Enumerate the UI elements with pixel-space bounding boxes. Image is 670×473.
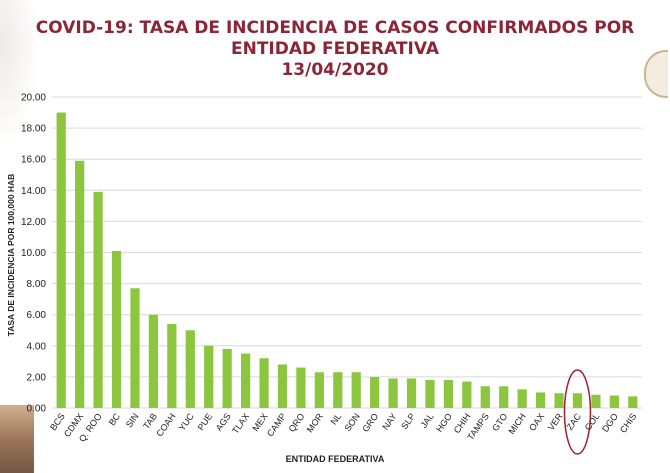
bar-hgo: [443, 380, 454, 408]
bar-chih: [462, 381, 472, 408]
bar-mich: [517, 389, 527, 408]
bar-sin: [130, 288, 140, 408]
x-tick-label: MICH: [506, 411, 527, 436]
x-tick-label: HGO: [434, 411, 454, 434]
bar-pue: [204, 345, 214, 408]
y-tick-label: 14.00: [21, 186, 46, 197]
x-tick-label: DGO: [600, 411, 620, 434]
y-tick-label: 2.00: [27, 372, 47, 383]
title-line-2: ENTIDAD FEDERATIVA: [230, 39, 440, 59]
bar-bc: [111, 250, 122, 408]
y-tick-label: 20.00: [21, 93, 46, 104]
title-line-1: COVID-19: TASA DE INCIDENCIA DE CASOS CO…: [35, 18, 635, 38]
bars: [56, 112, 638, 409]
y-tick-label: 16.00: [21, 155, 46, 166]
x-tick-label: QRO: [287, 411, 307, 434]
x-tick-label: SLP: [399, 411, 417, 431]
x-tick-label: JAL: [419, 411, 436, 429]
chart-title: COVID-19: TASA DE INCIDENCIA DE CASOS CO…: [0, 18, 670, 81]
bar-ags: [222, 348, 232, 408]
background-decoration: [0, 0, 40, 150]
bar-gto: [499, 386, 509, 408]
y-axis-label: TASA DE INCIDENCIA POR 100,000 HAB: [6, 174, 16, 337]
x-axis-label: ENTIDAD FEDERATIVA: [286, 454, 385, 464]
bar-qro: [296, 367, 306, 408]
x-tick-label: COL: [583, 411, 602, 432]
y-tick-label: 4.00: [27, 341, 47, 352]
bar-zac: [572, 393, 583, 408]
x-tick-label: NL: [329, 411, 344, 426]
bar-coah: [167, 324, 177, 408]
bar-bcs: [56, 112, 66, 409]
x-tick-label: SIN: [124, 411, 141, 429]
y-tick-label: 12.00: [21, 217, 46, 228]
bar-col: [591, 394, 601, 408]
bar-jal: [425, 380, 435, 408]
x-tick-label: VER: [546, 411, 565, 432]
x-tick-label: GRO: [360, 411, 380, 434]
bar-mex: [259, 358, 269, 408]
x-tick-label: COAH: [154, 411, 177, 438]
x-tick-label: OAX: [527, 411, 546, 432]
bar-chis: [628, 396, 638, 408]
bar-camp: [277, 364, 288, 408]
bar-slp: [406, 378, 417, 408]
bar-nl: [333, 372, 343, 408]
y-tick-label: 8.00: [27, 279, 47, 290]
gridlines: [52, 96, 642, 409]
bar-mor: [314, 372, 324, 408]
y-tick-label: 6.00: [27, 310, 47, 321]
bar-tlax: [240, 353, 251, 408]
x-tick-label: PUE: [196, 411, 215, 432]
bar-tamps: [480, 386, 490, 408]
x-tick-label: TAB: [141, 411, 159, 431]
title-date: 13/04/2020: [281, 60, 389, 80]
y-tick-label: 0.00: [27, 404, 47, 415]
bar-son: [351, 372, 361, 408]
bar-oax: [535, 392, 546, 408]
y-tick-label: 10.00: [21, 248, 46, 259]
x-tick-label: CAMP: [265, 411, 288, 438]
bar-dgo: [609, 395, 619, 408]
x-tick-label: SON: [342, 411, 361, 433]
x-tick-label: CHIS: [618, 411, 639, 434]
x-tick-label: ZAC: [565, 411, 584, 432]
bar-cdmx: [75, 160, 85, 408]
highlight-circle: [563, 369, 592, 455]
x-tick-label: NAY: [380, 411, 398, 431]
x-tick-label: BC: [107, 411, 123, 427]
y-axis-ticks: 0.00 2.00 4.00 6.00 8.00 10.00 12.00 14.00 16.00…: [21, 93, 46, 415]
x-tick-label: TLAX: [230, 411, 251, 435]
presenter-video-thumbnail: [0, 405, 34, 473]
x-tick-label: YUC: [177, 411, 196, 433]
bar-yuc: [185, 330, 195, 408]
bar-q-roo: [93, 191, 103, 408]
bar-nay: [388, 378, 398, 408]
x-tick-label: MOR: [305, 411, 326, 434]
bar-ver: [554, 393, 564, 408]
bar-gro: [370, 376, 380, 408]
y-tick-label: 18.00: [21, 124, 46, 135]
bar-tab: [148, 314, 159, 408]
